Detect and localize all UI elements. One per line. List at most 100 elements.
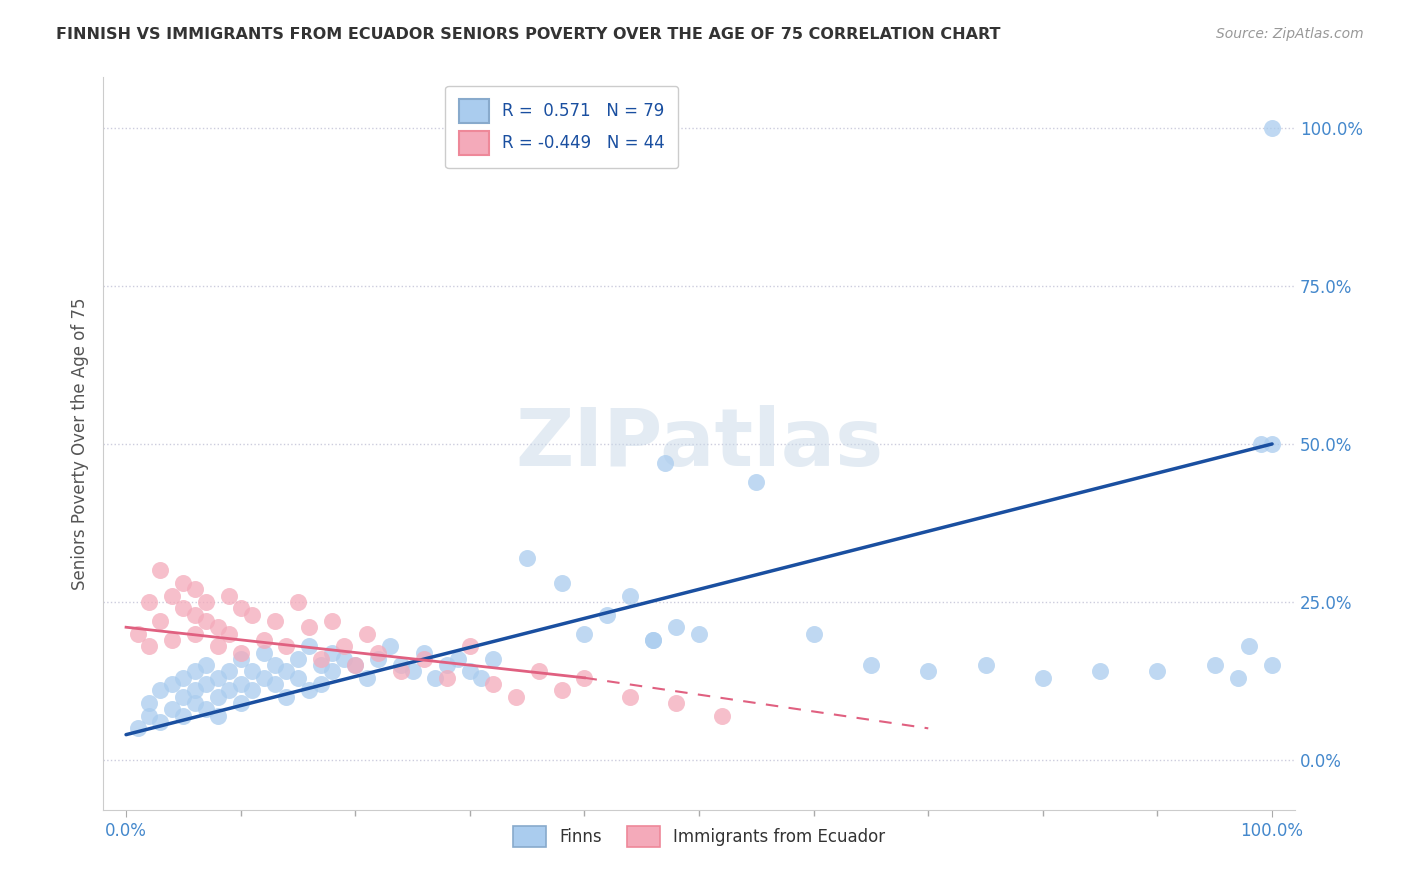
Point (665, 620, 688, 634)
Point (688, 626, 710, 640)
Point (195, 677, 218, 691)
Point (333, 639, 356, 653)
Point (149, 683, 172, 698)
Point (1261, 437, 1284, 451)
Point (1250, 437, 1272, 451)
Point (138, 595, 160, 609)
Point (596, 607, 619, 622)
Point (1088, 665, 1111, 679)
Point (218, 665, 240, 679)
Point (470, 671, 492, 685)
Point (287, 652, 309, 666)
Point (505, 690, 527, 704)
Point (252, 671, 274, 685)
Point (240, 683, 263, 698)
Point (974, 658, 997, 673)
Point (321, 646, 343, 660)
Point (665, 696, 688, 710)
Point (859, 658, 882, 673)
Point (1204, 658, 1226, 673)
Point (172, 690, 194, 704)
Point (207, 708, 229, 723)
Point (287, 595, 309, 609)
Point (516, 550, 538, 565)
Point (127, 626, 149, 640)
Point (321, 614, 343, 628)
Point (240, 665, 263, 679)
Point (218, 683, 240, 698)
Point (276, 665, 298, 679)
Point (1032, 671, 1054, 685)
Point (138, 639, 160, 653)
Point (195, 595, 218, 609)
Point (378, 639, 401, 653)
Point (654, 456, 676, 470)
Point (264, 658, 287, 673)
Point (574, 626, 596, 640)
Point (527, 665, 550, 679)
Point (160, 702, 183, 716)
Point (309, 677, 332, 691)
Point (425, 671, 447, 685)
Point (184, 626, 207, 640)
Point (298, 639, 321, 653)
Point (745, 475, 768, 489)
Point (184, 665, 207, 679)
Point (172, 708, 194, 723)
Point (276, 690, 298, 704)
Text: ZIPatlas: ZIPatlas (515, 405, 883, 483)
Point (138, 696, 160, 710)
Point (172, 671, 194, 685)
Point (309, 658, 332, 673)
Point (195, 658, 218, 673)
Point (321, 665, 343, 679)
Point (803, 626, 825, 640)
Point (1261, 120, 1284, 135)
Point (127, 722, 149, 736)
Point (298, 620, 321, 634)
Point (1237, 639, 1260, 653)
Point (401, 665, 423, 679)
Point (195, 702, 218, 716)
Point (149, 563, 172, 577)
Point (389, 665, 412, 679)
Point (481, 652, 503, 666)
Point (447, 652, 470, 666)
Point (643, 632, 665, 647)
Point (207, 690, 229, 704)
Point (481, 677, 503, 691)
Point (160, 677, 183, 691)
Point (711, 708, 734, 723)
Point (229, 601, 252, 615)
Point (619, 589, 641, 603)
Point (458, 639, 481, 653)
Point (413, 652, 436, 666)
Point (1146, 665, 1168, 679)
Point (149, 714, 172, 729)
Point (367, 646, 389, 660)
Point (344, 658, 367, 673)
Text: FINNISH VS IMMIGRANTS FROM ECUADOR SENIORS POVERTY OVER THE AGE OF 75 CORRELATIO: FINNISH VS IMMIGRANTS FROM ECUADOR SENIO… (56, 27, 1001, 42)
Point (207, 671, 229, 685)
Point (550, 683, 572, 698)
Text: Source: ZipAtlas.com: Source: ZipAtlas.com (1216, 27, 1364, 41)
Point (458, 665, 481, 679)
Point (436, 658, 458, 673)
Point (298, 683, 321, 698)
Point (367, 652, 389, 666)
Point (917, 665, 939, 679)
Point (389, 658, 412, 673)
Point (356, 671, 378, 685)
Point (344, 658, 367, 673)
Point (1261, 658, 1284, 673)
Point (160, 589, 183, 603)
Point (252, 632, 274, 647)
Point (184, 683, 207, 698)
Point (172, 601, 194, 615)
Point (309, 652, 332, 666)
Point (184, 607, 207, 622)
Point (184, 696, 207, 710)
Point (436, 671, 458, 685)
Point (264, 614, 287, 628)
Point (218, 589, 240, 603)
